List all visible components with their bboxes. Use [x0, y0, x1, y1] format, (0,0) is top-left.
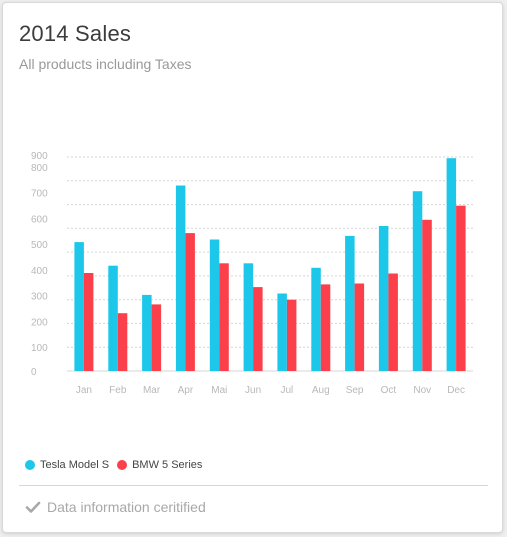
bar-tesla[interactable]: [243, 263, 254, 371]
bar-tesla[interactable]: [412, 191, 423, 371]
x-tick-label: Sep: [346, 385, 364, 396]
x-tick-label: Nov: [413, 385, 431, 396]
y-tick-label: 200: [31, 317, 48, 328]
card-title: 2014 Sales: [19, 21, 132, 46]
legend-label-tesla: Tesla Model S: [40, 459, 110, 471]
card-subtitle: All products including Taxes: [19, 56, 192, 72]
bar-bmw[interactable]: [456, 205, 466, 371]
x-tick-label: Apr: [178, 385, 194, 396]
x-tick-label: Aug: [312, 385, 330, 396]
bar-bmw[interactable]: [354, 283, 365, 372]
y-tick-label: 300: [31, 292, 48, 303]
chart-card: 2014 Sales All products including Taxes …: [2, 2, 503, 533]
x-tick-label: Jun: [245, 385, 261, 396]
bar-tesla[interactable]: [175, 185, 186, 372]
legend-item-tesla: Tesla Model S: [25, 459, 109, 471]
bar-bmw[interactable]: [219, 263, 229, 371]
bar-tesla[interactable]: [378, 226, 389, 371]
bar-bmw[interactable]: [286, 299, 297, 371]
bar-tesla[interactable]: [74, 242, 84, 371]
chart-legend: Tesla Model S BMW 5 Series: [25, 459, 210, 471]
y-tick-label: 400: [31, 266, 48, 277]
bar-bmw[interactable]: [253, 287, 263, 371]
check-icon: [25, 501, 41, 513]
bar-bmw[interactable]: [83, 273, 94, 371]
footer-text: Data information ceritified: [47, 499, 206, 515]
bar-bmw[interactable]: [320, 284, 331, 371]
y-tick-label: 900: [31, 151, 48, 162]
y-tick-label: 500: [31, 240, 48, 251]
x-tick-label: Mai: [211, 385, 227, 396]
bar-tesla[interactable]: [446, 158, 457, 371]
y-tick-label: 800: [31, 163, 48, 174]
bar-tesla[interactable]: [108, 265, 118, 371]
legend-label-bmw: BMW 5 Series: [132, 459, 203, 471]
y-tick-label: 600: [31, 214, 48, 225]
bar-tesla[interactable]: [277, 293, 287, 372]
bar-tesla[interactable]: [311, 267, 321, 371]
bar-bmw[interactable]: [151, 304, 162, 371]
legend-item-bmw: BMW 5 Series: [117, 459, 202, 471]
y-tick-label: 100: [31, 343, 48, 354]
bar-bmw[interactable]: [422, 219, 432, 371]
x-tick-label: Mar: [143, 385, 161, 396]
bar-tesla[interactable]: [142, 294, 152, 371]
bar-bmw[interactable]: [185, 233, 195, 371]
bar-tesla[interactable]: [209, 239, 220, 372]
legend-dot-bmw: [117, 460, 128, 470]
footer-divider: [19, 485, 488, 486]
legend-dot-tesla: [25, 460, 35, 470]
bar-bmw[interactable]: [388, 273, 398, 372]
x-tick-label: Dec: [447, 385, 465, 396]
x-tick-label: Jul: [281, 385, 294, 396]
y-tick-label: 700: [31, 189, 48, 200]
y-tick-label: 0: [31, 367, 37, 378]
card-footer: Data information ceritified: [25, 499, 206, 515]
bar-tesla[interactable]: [345, 235, 355, 371]
x-tick-label: Feb: [109, 385, 127, 396]
x-tick-label: Oct: [381, 385, 397, 396]
x-tick-label: Jan: [76, 385, 92, 396]
bar-bmw[interactable]: [117, 313, 128, 371]
